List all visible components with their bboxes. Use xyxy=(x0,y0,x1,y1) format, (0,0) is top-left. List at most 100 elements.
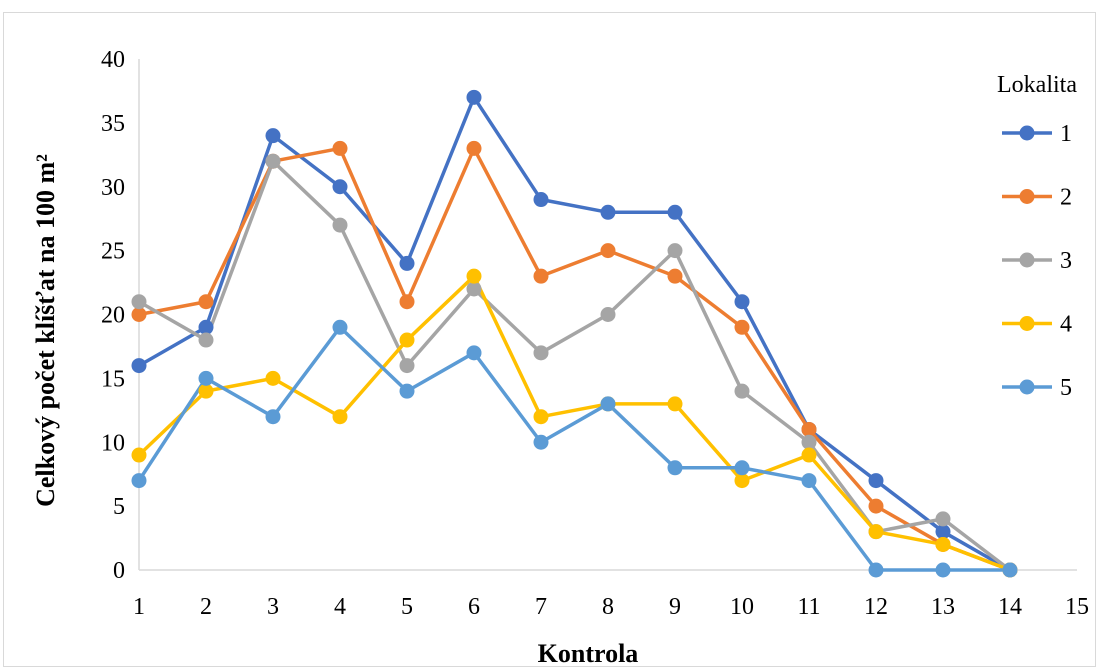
x-tick-label: 6 xyxy=(468,594,480,620)
series-3-point xyxy=(734,383,750,399)
series-3-point xyxy=(198,332,214,348)
legend-swatch-marker xyxy=(1019,252,1035,268)
series-4-point xyxy=(466,268,482,284)
legend-swatch-marker xyxy=(1019,189,1035,204)
series-4-point xyxy=(868,524,884,540)
legend-item-label: 1 xyxy=(1060,121,1072,147)
series-2-point xyxy=(466,140,482,156)
x-tick-label: 4 xyxy=(334,594,346,620)
x-tick-label: 1 xyxy=(133,594,145,620)
x-tick-label: 10 xyxy=(730,594,754,620)
series-4-point xyxy=(332,409,348,425)
series-5-point xyxy=(935,562,951,578)
series-2-point xyxy=(600,243,616,259)
y-tick-label: 10 xyxy=(101,430,125,456)
series-1-point xyxy=(131,358,147,374)
legend-item-label: 3 xyxy=(1060,248,1072,274)
x-tick-label: 14 xyxy=(998,594,1022,620)
series-2-point xyxy=(868,498,884,514)
legend-item-label: 5 xyxy=(1060,375,1072,401)
series-3-point xyxy=(533,345,549,361)
series-1-point xyxy=(399,255,415,271)
x-tick-label: 11 xyxy=(797,594,820,620)
x-tick-label: 9 xyxy=(669,594,681,620)
y-tick-label: 25 xyxy=(101,239,125,265)
series-5-point xyxy=(332,319,348,335)
series-3-point xyxy=(600,307,616,322)
y-axis-title: Celkový počet klíšťat na 100 m² xyxy=(31,154,60,507)
series-2-point xyxy=(131,307,147,322)
series-2-point xyxy=(734,319,750,335)
series-3-point xyxy=(801,434,817,450)
series-3-point xyxy=(332,217,348,233)
series-5-point xyxy=(533,434,549,450)
series-4-point xyxy=(801,447,817,463)
series-4-point xyxy=(399,332,415,348)
series-2-point xyxy=(332,140,348,156)
x-tick-label: 7 xyxy=(535,594,547,620)
series-1-point xyxy=(667,204,683,220)
series-2-point xyxy=(198,294,214,310)
series-3-point xyxy=(667,243,683,259)
y-tick-label: 30 xyxy=(101,175,125,201)
x-tick-label: 15 xyxy=(1065,594,1089,620)
series-1-point xyxy=(466,89,482,105)
series-5-point xyxy=(667,460,683,476)
series-2-line xyxy=(138,146,1011,572)
series-5-point xyxy=(466,345,482,361)
series-1-line xyxy=(138,95,1011,572)
series-5-point xyxy=(1002,562,1018,578)
series-1-point xyxy=(198,319,214,335)
y-tick-label: 15 xyxy=(101,366,125,392)
series-5-point xyxy=(399,383,415,399)
series-4-point xyxy=(533,409,549,425)
legend-swatch-marker xyxy=(1019,125,1035,141)
series-2-point xyxy=(399,294,415,310)
series-5-point xyxy=(198,370,214,386)
series-2-point xyxy=(667,268,683,284)
series-3-point xyxy=(131,294,147,310)
x-axis-title: Kontrola xyxy=(538,639,639,668)
series-3-point xyxy=(935,511,951,527)
series-1-point xyxy=(935,524,951,540)
series-1-point xyxy=(332,179,348,195)
x-tick-label: 12 xyxy=(864,594,888,620)
x-tick-label: 8 xyxy=(602,594,614,620)
legend-title: Lokalita xyxy=(997,72,1077,98)
series-3-point xyxy=(466,281,482,297)
series-1-point xyxy=(734,294,750,310)
y-tick-label: 35 xyxy=(101,111,125,137)
y-tick-label: 0 xyxy=(113,558,125,584)
series-4-point xyxy=(265,370,281,386)
series-3-point xyxy=(399,358,415,374)
series-4-point xyxy=(734,473,750,489)
series-5-point xyxy=(801,473,817,489)
legend-item-label: 2 xyxy=(1060,185,1072,211)
series-4-point xyxy=(131,447,147,463)
series-5-point xyxy=(600,396,616,412)
x-tick-label: 2 xyxy=(200,594,212,620)
series-4-point xyxy=(198,383,214,399)
series-5-point xyxy=(265,409,281,425)
series-2-point xyxy=(533,268,549,284)
legend: Lokalita 1 2 3 4 5 xyxy=(997,72,1077,401)
legend-swatch-marker xyxy=(1019,379,1035,395)
series-5-point xyxy=(868,562,884,578)
y-tick-label: 40 xyxy=(101,47,125,73)
series-5-point xyxy=(734,460,750,476)
series-3-point xyxy=(265,153,281,169)
y-tick-label: 5 xyxy=(113,494,125,520)
x-tick-label: 13 xyxy=(931,594,955,620)
series-4-line xyxy=(137,274,1011,572)
x-tick-label: 5 xyxy=(401,594,413,620)
legend-item-label: 4 xyxy=(1060,312,1072,338)
series-5-line xyxy=(137,325,1010,572)
x-tick-label: 3 xyxy=(267,594,279,620)
series-1-point xyxy=(868,473,884,489)
series-2-point xyxy=(801,421,817,437)
series-5-point xyxy=(131,473,147,489)
legend-swatch-marker xyxy=(1019,316,1035,331)
series-4-point xyxy=(935,536,951,552)
series-4-point xyxy=(667,396,683,412)
